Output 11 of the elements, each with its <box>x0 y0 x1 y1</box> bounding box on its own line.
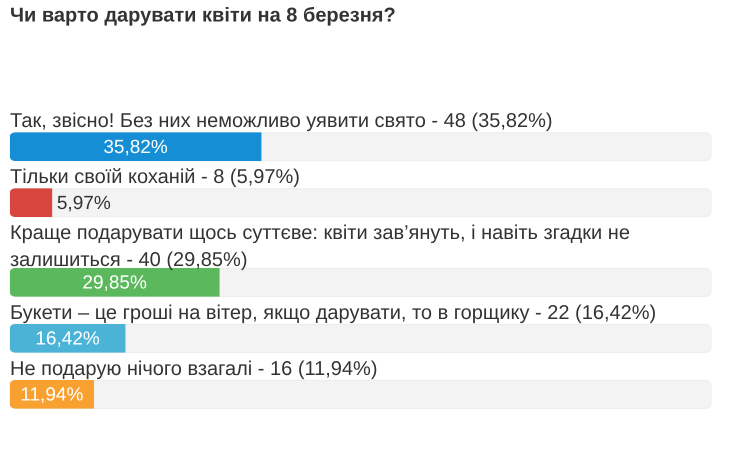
y-tick-label: Не подарую нічого взагалі - 16 (11,94%) <box>10 358 378 380</box>
y-tick-label: Тільки своїй коханій - 8 (5,97%) <box>10 166 300 188</box>
data-label: 11,94% <box>20 384 84 406</box>
data-label: 5,97% <box>56 192 111 214</box>
data-label: 35,82% <box>103 136 168 158</box>
data-label: 16,42% <box>35 328 100 350</box>
y-tick-label: Краще подарувати щось суттєве: квіти зав’януть, і навіть згадки не залишиться - 40 (29,85%) <box>10 222 630 272</box>
y-tick-label: Так, звісно! Без них неможливо уявити свято - 48 (35,82%) <box>10 110 553 132</box>
chart-title: Чи варто дарувати квіти на 8 березня? <box>10 4 396 27</box>
data-label: 29,85% <box>82 272 147 294</box>
y-tick-label: Букети – це гроші на вітер, якщо дарувати, то в горщику - 22 (16,42%) <box>10 302 656 324</box>
